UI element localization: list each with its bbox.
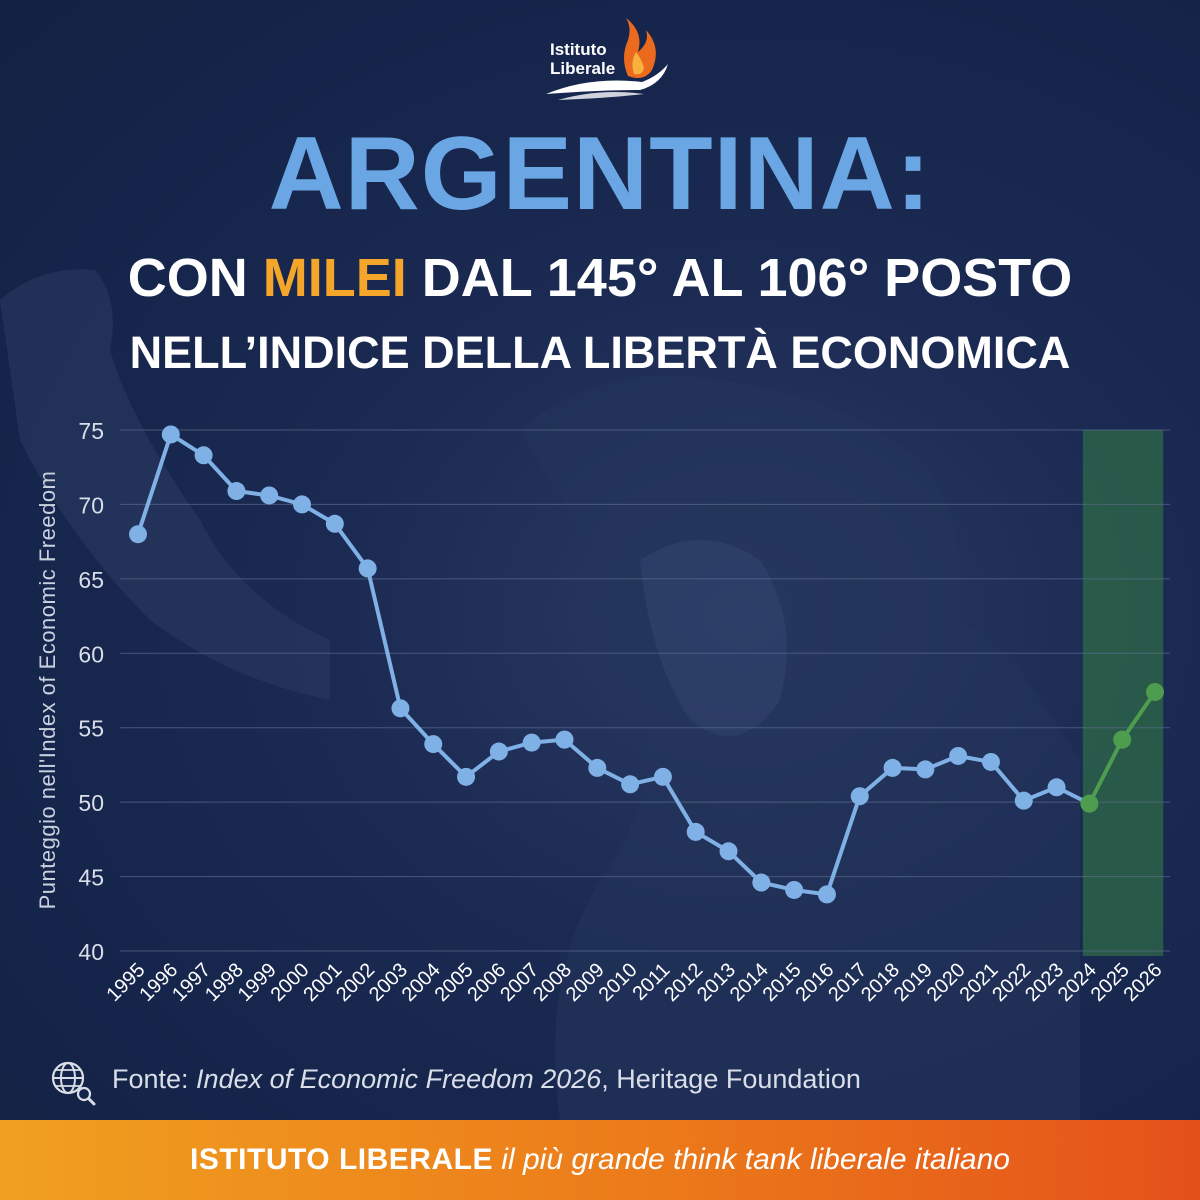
source-citation: Fonte: Index of Economic Freedom 2026, H… bbox=[112, 1062, 861, 1096]
y-tick-label: 50 bbox=[78, 790, 104, 816]
footer-text: ISTITUTO LIBERALE il più grande think ta… bbox=[0, 1142, 1200, 1178]
page-subtitle: CON MILEI DAL 145° AL 106° POSTO bbox=[0, 247, 1200, 309]
y-tick-label: 45 bbox=[78, 865, 104, 891]
y-tick-label: 40 bbox=[78, 939, 104, 965]
flame-icon bbox=[546, 18, 668, 100]
source-suffix: , Heritage Foundation bbox=[601, 1064, 861, 1094]
x-tick-label: 2026 bbox=[1120, 959, 1167, 1006]
source-prefix: Fonte: bbox=[112, 1064, 197, 1094]
y-tick-label: 60 bbox=[78, 641, 104, 667]
logo-line-1: Istituto bbox=[550, 40, 607, 59]
footer-brand: ISTITUTO LIBERALE bbox=[190, 1143, 493, 1176]
subtitle-prefix: CON bbox=[127, 248, 263, 308]
data-point bbox=[555, 730, 574, 749]
data-point bbox=[1146, 682, 1164, 701]
y-tick-label: 55 bbox=[78, 716, 104, 742]
footer-banner: ISTITUTO LIBERALE il più grande think ta… bbox=[0, 1120, 1200, 1200]
data-point bbox=[1113, 730, 1132, 749]
subtitle-suffix: DAL 145° AL 106° POSTO bbox=[406, 248, 1073, 308]
background-portrait bbox=[0, 269, 787, 736]
globe-search-icon bbox=[51, 1061, 96, 1106]
page-subtitle-2: NELL’INDICE DELLA LIBERTÀ ECONOMICA bbox=[129, 327, 1071, 378]
subtitle-highlight: MILEI bbox=[262, 248, 407, 308]
data-point bbox=[325, 514, 344, 533]
istituto-liberale-logo: Istituto Liberale bbox=[540, 18, 680, 100]
footer-tagline: il più grande think tank liberale italia… bbox=[492, 1143, 1010, 1176]
data-point bbox=[260, 486, 279, 505]
data-point bbox=[293, 495, 312, 514]
data-point bbox=[653, 767, 672, 786]
series-line bbox=[136, 432, 1091, 897]
data-point bbox=[489, 742, 508, 761]
data-point bbox=[883, 758, 902, 777]
data-point bbox=[785, 880, 804, 899]
data-point bbox=[358, 559, 377, 578]
data-point bbox=[752, 873, 771, 892]
data-point bbox=[227, 482, 246, 501]
data-point bbox=[719, 842, 738, 861]
data-point bbox=[1047, 778, 1066, 797]
data-point bbox=[686, 822, 705, 841]
data-point bbox=[522, 733, 541, 752]
data-point bbox=[457, 767, 476, 786]
data-point bbox=[129, 525, 147, 544]
data-point bbox=[391, 699, 410, 718]
y-tick-label: 65 bbox=[78, 567, 104, 593]
y-tick-label: 70 bbox=[78, 492, 104, 518]
data-point bbox=[981, 752, 1000, 771]
y-tick-label: 75 bbox=[78, 418, 104, 444]
data-point bbox=[949, 746, 968, 765]
data-point bbox=[194, 446, 213, 465]
data-point bbox=[817, 885, 836, 904]
data-point bbox=[424, 735, 443, 754]
data-point bbox=[916, 760, 935, 779]
data-point bbox=[1080, 794, 1099, 813]
data-point bbox=[1014, 791, 1033, 810]
data-point bbox=[161, 425, 180, 444]
source-title: Index of Economic Freedom 2026 bbox=[196, 1064, 602, 1094]
logo-line-2: Liberale bbox=[550, 59, 616, 78]
data-point bbox=[588, 758, 607, 777]
data-point bbox=[850, 787, 869, 806]
data-point bbox=[621, 775, 640, 794]
page-title: ARGENTINA: bbox=[268, 116, 932, 232]
